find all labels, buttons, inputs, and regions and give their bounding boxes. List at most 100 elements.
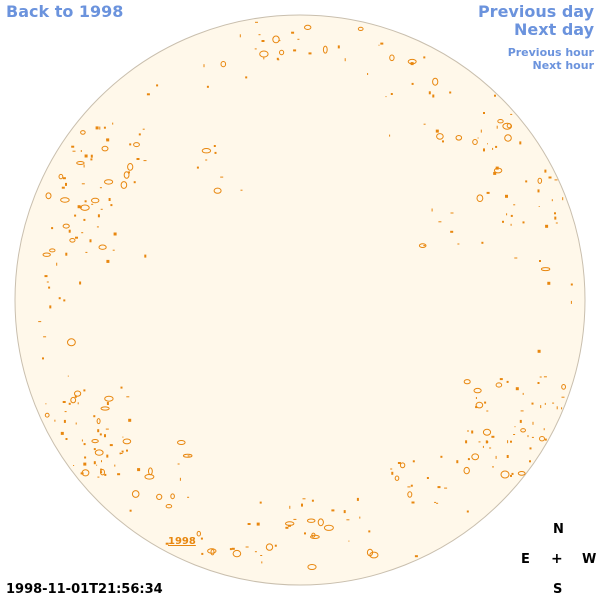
contour-mark xyxy=(397,462,401,464)
contour-mark xyxy=(133,142,140,148)
contour-mark xyxy=(61,186,65,189)
contour-mark xyxy=(84,200,87,203)
contour-mark xyxy=(499,378,503,381)
contour-mark xyxy=(302,498,306,500)
contour-mark xyxy=(366,548,374,557)
contour-mark xyxy=(210,549,215,556)
contour-mark xyxy=(431,208,433,212)
contour-mark xyxy=(432,77,439,86)
contour-mark xyxy=(146,93,150,96)
contour-mark xyxy=(506,123,512,129)
contour-mark xyxy=(407,486,411,488)
contour-mark xyxy=(369,551,379,559)
compass-north: N xyxy=(553,522,564,537)
contour-mark xyxy=(476,194,484,202)
next-hour-link[interactable]: Next hour xyxy=(532,59,595,72)
contour-mark xyxy=(247,523,251,525)
previous-day-link[interactable]: Previous day xyxy=(477,2,594,21)
contour-mark xyxy=(288,524,291,527)
contour-mark xyxy=(44,412,50,418)
contour-mark xyxy=(487,441,489,443)
contour-mark xyxy=(46,281,49,283)
contour-mark xyxy=(106,259,110,263)
contour-mark xyxy=(418,243,427,249)
contour-mark xyxy=(62,223,70,229)
contour-mark xyxy=(412,460,415,463)
contour-mark xyxy=(261,40,265,42)
next-day-link[interactable]: Next day xyxy=(514,20,594,39)
contour-mark xyxy=(493,171,497,175)
contour-mark xyxy=(496,125,498,129)
contour-mark xyxy=(109,444,113,447)
contour-mark xyxy=(426,477,429,479)
contour-mark xyxy=(99,187,102,189)
contour-mark xyxy=(344,58,346,62)
contour-mark xyxy=(510,440,512,443)
contour-mark xyxy=(423,123,426,125)
contour-mark xyxy=(100,406,110,411)
contour-mark xyxy=(467,430,469,432)
contour-mark xyxy=(205,159,208,161)
contour-mark xyxy=(104,434,106,438)
contour-mark xyxy=(570,300,572,304)
contour-mark xyxy=(84,456,87,459)
contour-mark xyxy=(95,126,99,130)
contour-mark xyxy=(390,468,393,470)
contour-mark xyxy=(93,448,96,451)
contour-mark xyxy=(103,126,106,129)
contour-mark xyxy=(122,438,132,445)
contour-mark xyxy=(206,85,209,88)
contour-mark xyxy=(357,26,364,31)
contour-mark xyxy=(520,410,524,412)
contour-mark xyxy=(126,449,128,452)
contour-mark xyxy=(475,401,484,409)
contour-mark xyxy=(97,214,100,218)
contour-mark xyxy=(543,376,547,378)
contour-mark xyxy=(80,130,86,135)
contour-mark xyxy=(105,428,109,430)
contour-mark xyxy=(71,145,75,148)
contour-mark xyxy=(279,49,285,56)
contour-mark xyxy=(232,549,242,558)
contour-mark xyxy=(455,135,463,141)
contour-mark xyxy=(450,212,454,214)
contour-mark xyxy=(513,434,516,435)
contour-mark xyxy=(505,194,508,198)
contour-mark xyxy=(356,497,359,501)
contour-mark xyxy=(538,206,540,207)
contour-mark xyxy=(492,466,494,468)
contour-mark xyxy=(63,419,66,423)
contour-mark xyxy=(514,257,518,259)
contour-mark xyxy=(112,122,114,125)
contour-mark xyxy=(106,138,110,142)
compass-west: W xyxy=(582,552,597,567)
contour-mark xyxy=(532,421,534,425)
contour-mark xyxy=(331,509,335,512)
contour-mark xyxy=(537,189,540,193)
contour-mark xyxy=(48,286,51,289)
back-to-year-link[interactable]: Back to 1998 xyxy=(6,2,124,21)
contour-mark xyxy=(112,249,115,251)
contour-mark xyxy=(62,401,66,403)
contour-mark xyxy=(81,183,85,185)
contour-mark xyxy=(410,484,413,487)
contour-mark xyxy=(539,376,542,378)
contour-mark xyxy=(62,177,66,180)
previous-hour-link[interactable]: Previous hour xyxy=(507,46,594,59)
contour-mark xyxy=(100,208,103,210)
contour-mark xyxy=(100,468,103,471)
contour-mark xyxy=(513,204,516,206)
contour-mark xyxy=(485,440,488,444)
contour-mark xyxy=(81,232,84,234)
contour-mark xyxy=(138,133,141,136)
contour-mark xyxy=(73,465,75,466)
contour-mark xyxy=(200,537,203,540)
contour-mark xyxy=(483,112,485,114)
contour-mark xyxy=(552,402,555,404)
contour-mark xyxy=(555,222,558,224)
contour-mark xyxy=(456,460,459,464)
contour-mark xyxy=(256,522,260,526)
contour-mark xyxy=(170,493,175,500)
contour-mark xyxy=(487,143,488,145)
year-link[interactable]: 1998 xyxy=(168,536,196,547)
